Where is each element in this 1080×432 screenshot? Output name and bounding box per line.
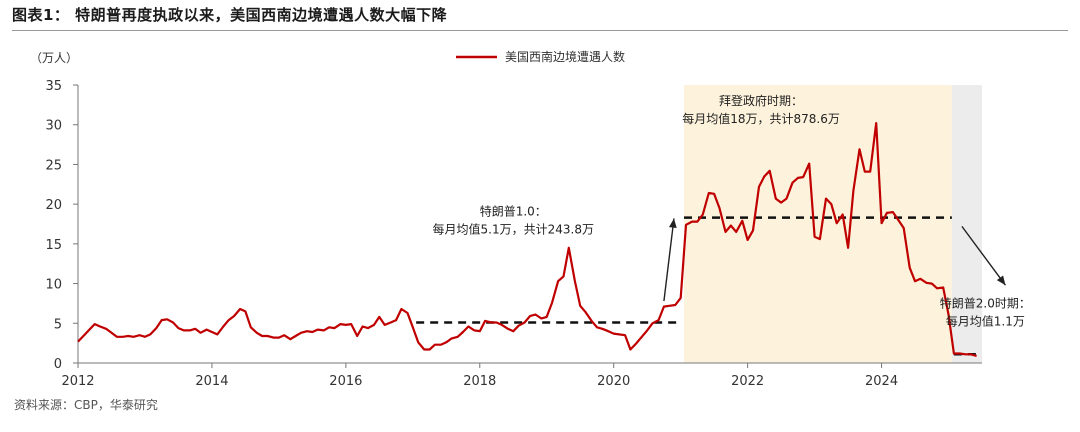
y-axis-unit-label: （万人）: [30, 51, 78, 65]
shaded-period: [684, 85, 952, 363]
annotation-text: 每月均值18万，共计878.6万: [682, 111, 840, 126]
x-tick-label: 2022: [731, 374, 764, 389]
y-tick-label: 20: [45, 198, 62, 213]
trend-arrow: [961, 225, 1006, 286]
y-tick-label: 15: [45, 238, 62, 253]
y-tick-label: 30: [45, 119, 62, 134]
shaded-period: [951, 85, 982, 363]
trend-arrow: [663, 218, 675, 302]
y-tick-label: 5: [54, 317, 62, 332]
x-tick-label: 2016: [329, 374, 362, 389]
x-tick-label: 2014: [195, 374, 228, 389]
x-tick-label: 2018: [463, 374, 496, 389]
title-divider: [12, 30, 1068, 31]
y-tick-label: 0: [54, 357, 62, 372]
series-line: [77, 121, 977, 357]
x-tick-label: 2012: [61, 374, 94, 389]
annotation-text: 每月均值5.1万，共计243.8万: [433, 221, 594, 236]
trend-arrowhead: [996, 275, 1006, 286]
y-tick-label: 10: [45, 278, 62, 293]
annotation-text: 拜登政府时期：: [719, 93, 803, 108]
x-tick-label: 2024: [865, 374, 898, 389]
plot-area: 0 5 10 15 20 25 30 35 2012 2014 2016 2018 2020 2022 20…: [45, 79, 1030, 389]
source-note: 资料来源：CBP，华泰研究: [14, 398, 158, 412]
legend: 美国西南边境遭遇人数: [456, 49, 625, 64]
trend-arrowhead: [668, 218, 677, 229]
legend-label: 美国西南边境遭遇人数: [505, 49, 625, 64]
x-tick-label: 2020: [597, 374, 630, 389]
annotation-text: 每月均值1.1万: [946, 313, 1025, 328]
annotation-text: 特朗普1.0：: [480, 203, 547, 218]
y-tick-label: 35: [45, 79, 62, 94]
annotation-text: 特朗普2.0时期：: [940, 295, 1031, 310]
y-tick-label: 25: [45, 158, 62, 173]
figure-title: 图表1： 特朗普再度执政以来，美国西南边境遭遇人数大幅下降: [12, 6, 448, 24]
